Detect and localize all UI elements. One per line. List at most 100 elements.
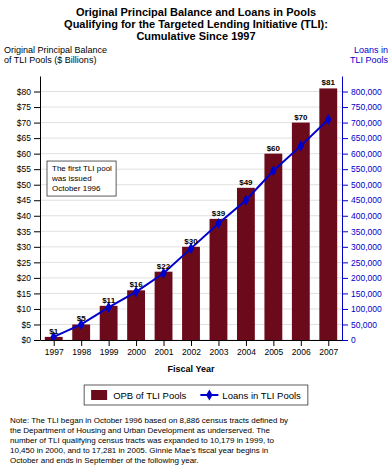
x-tick-mark xyxy=(191,340,192,346)
legend-frame xyxy=(84,385,308,405)
y-tick-label: $30 xyxy=(17,242,31,252)
data-label: $70 xyxy=(294,113,308,122)
y-tick: $45 xyxy=(17,195,40,205)
y2-tick-label: 50,000 xyxy=(351,320,377,330)
y-tick-label: $55 xyxy=(17,164,31,174)
y-tick: $75 xyxy=(17,102,40,112)
y-tick-label: $70 xyxy=(17,118,31,128)
y-tick-label: $75 xyxy=(17,102,31,112)
x-tick-mark xyxy=(218,340,219,346)
legend-swatch xyxy=(91,390,107,400)
x-tick: 2001 xyxy=(155,340,174,357)
bar xyxy=(292,123,310,340)
annotation: The first TLI poolwas issuedOctober 1996 xyxy=(47,161,116,196)
y2-tick: 750,000 xyxy=(342,102,382,112)
x-tick: 2005 xyxy=(264,340,283,357)
y-axis-line xyxy=(40,77,41,341)
data-label: $49 xyxy=(239,178,253,187)
y2-tick-mark xyxy=(342,231,348,232)
x-tick: 2002 xyxy=(182,340,201,357)
x-tick-mark xyxy=(273,340,274,346)
y-tick-mark xyxy=(34,107,40,108)
y-tick-label: $50 xyxy=(17,180,31,190)
x-tick: 1999 xyxy=(100,340,119,357)
bar xyxy=(182,247,200,340)
y2-axis-title: Loans in xyxy=(354,45,388,55)
y-tick-label: $45 xyxy=(17,195,31,205)
x-tick-label: 1998 xyxy=(72,347,91,357)
marker xyxy=(298,140,304,151)
y2-tick-label: 600,000 xyxy=(351,149,382,159)
y-tick: $30 xyxy=(17,242,40,252)
marker xyxy=(215,218,221,229)
x-tick: 2004 xyxy=(237,340,256,357)
annotation-line: October 1996 xyxy=(52,184,101,193)
data-label: $11 xyxy=(102,296,115,305)
y2-tick-mark xyxy=(342,309,348,310)
y2-tick-mark xyxy=(342,138,348,139)
y-axis-title: of TLI Pools ($ Billions) xyxy=(4,55,96,65)
marker xyxy=(243,195,249,206)
y2-tick-label: 150,000 xyxy=(351,289,382,299)
y2-tick-label: 700,000 xyxy=(351,118,382,128)
data-label: $5 xyxy=(77,314,86,323)
x-tick-mark xyxy=(81,340,82,346)
y2-tick: 450,000 xyxy=(342,195,382,205)
note: Note: The TLI began in October 1996 base… xyxy=(10,416,288,465)
data-label: $1 xyxy=(49,327,58,336)
annotation-line: The first TLI pool xyxy=(52,164,112,173)
y-tick-label: $5 xyxy=(22,320,32,330)
y2-tick-label: 500,000 xyxy=(351,180,382,190)
annotation-line: was issued xyxy=(51,174,92,183)
y2-tick: 100,000 xyxy=(342,304,382,314)
x-tick-label: 2000 xyxy=(127,347,146,357)
y-tick-mark xyxy=(34,278,40,279)
y2-tick-mark xyxy=(342,340,348,341)
y2-tick-label: 400,000 xyxy=(351,211,382,221)
y2-tick-label: 800,000 xyxy=(351,87,382,97)
y-tick: $10 xyxy=(17,304,40,314)
y-tick: $60 xyxy=(17,149,40,159)
plot-area: 1997199819992000200120022003200420052006… xyxy=(17,77,382,358)
y2-tick-label: 350,000 xyxy=(351,227,382,237)
legend-item: OPB of TLI Pools xyxy=(91,390,186,401)
y-axis: $0$5$10$15$20$25$30$35$40$45$50$55$60$65… xyxy=(17,77,41,346)
x-axis-title: Fiscal Year xyxy=(168,364,215,374)
y2-tick: 150,000 xyxy=(342,289,382,299)
y2-tick: 700,000 xyxy=(342,118,382,128)
y-tick-label: $20 xyxy=(17,273,31,283)
y-tick: $55 xyxy=(17,164,40,174)
y-tick-mark xyxy=(34,138,40,139)
note-line: 10,450 in 2000, and to 17,281 in 2005. G… xyxy=(10,446,268,455)
y2-tick: 250,000 xyxy=(342,258,382,268)
y-tick: $5 xyxy=(22,320,40,330)
y2-tick: 0 xyxy=(342,335,356,345)
x-tick-label: 2001 xyxy=(155,347,174,357)
y2-tick-mark xyxy=(342,169,348,170)
y2-tick-mark xyxy=(342,247,348,248)
data-label: $39 xyxy=(212,209,226,218)
note-line: October and ends in September of the fol… xyxy=(10,456,199,465)
y-tick-label: $25 xyxy=(17,258,31,268)
y-axis-title: Original Principal Balance xyxy=(4,45,107,55)
y-tick: $80 xyxy=(17,87,40,97)
legend-label: OPB of TLI Pools xyxy=(113,390,186,401)
y2-tick-label: 550,000 xyxy=(351,164,382,174)
x-tick-label: 2007 xyxy=(319,347,338,357)
y-tick-mark xyxy=(34,247,40,248)
y2-tick: 550,000 xyxy=(342,164,382,174)
x-tick-label: 2005 xyxy=(264,347,283,357)
annotation-text: The first TLI poolwas issuedOctober 1996 xyxy=(51,164,112,193)
data-label: $16 xyxy=(129,280,143,289)
y-tick: $15 xyxy=(17,289,40,299)
x-tick: 2000 xyxy=(127,340,146,357)
y2-tick: 650,000 xyxy=(342,133,382,143)
y2-tick-label: 200,000 xyxy=(351,273,382,283)
chart: 1997199819992000200120022003200420052006… xyxy=(0,0,392,476)
y2-tick: 300,000 xyxy=(342,242,382,252)
y-tick-label: $10 xyxy=(17,304,31,314)
title: Original Principal Balance and Loans in … xyxy=(64,6,328,42)
y-tick: $70 xyxy=(17,118,40,128)
line xyxy=(54,119,329,336)
y-tick-mark xyxy=(34,200,40,201)
